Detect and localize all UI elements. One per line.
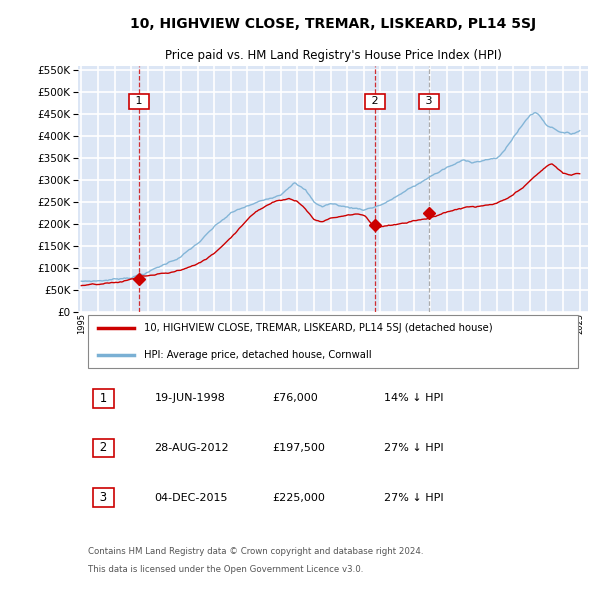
Text: 1: 1: [96, 392, 111, 405]
Text: Contains HM Land Registry data © Crown copyright and database right 2024.: Contains HM Land Registry data © Crown c…: [88, 547, 424, 556]
Text: 27% ↓ HPI: 27% ↓ HPI: [384, 493, 443, 503]
Text: Price paid vs. HM Land Registry's House Price Index (HPI): Price paid vs. HM Land Registry's House …: [164, 50, 502, 63]
Text: 3: 3: [422, 96, 436, 106]
Text: £76,000: £76,000: [272, 394, 317, 404]
Text: 19-JUN-1998: 19-JUN-1998: [155, 394, 226, 404]
Text: This data is licensed under the Open Government Licence v3.0.: This data is licensed under the Open Gov…: [88, 565, 364, 575]
FancyBboxPatch shape: [88, 315, 578, 369]
Text: 1: 1: [132, 96, 146, 106]
Text: 3: 3: [96, 491, 111, 504]
Text: 2: 2: [96, 441, 111, 454]
Text: £225,000: £225,000: [272, 493, 325, 503]
Text: 10, HIGHVIEW CLOSE, TREMAR, LISKEARD, PL14 5SJ (detached house): 10, HIGHVIEW CLOSE, TREMAR, LISKEARD, PL…: [145, 323, 493, 333]
Text: 28-AUG-2012: 28-AUG-2012: [155, 443, 229, 453]
Text: 27% ↓ HPI: 27% ↓ HPI: [384, 443, 443, 453]
Text: £197,500: £197,500: [272, 443, 325, 453]
Text: 10, HIGHVIEW CLOSE, TREMAR, LISKEARD, PL14 5SJ: 10, HIGHVIEW CLOSE, TREMAR, LISKEARD, PL…: [130, 17, 536, 31]
Text: 04-DEC-2015: 04-DEC-2015: [155, 493, 228, 503]
Text: 2: 2: [368, 96, 382, 106]
Text: HPI: Average price, detached house, Cornwall: HPI: Average price, detached house, Corn…: [145, 350, 372, 360]
Text: 14% ↓ HPI: 14% ↓ HPI: [384, 394, 443, 404]
